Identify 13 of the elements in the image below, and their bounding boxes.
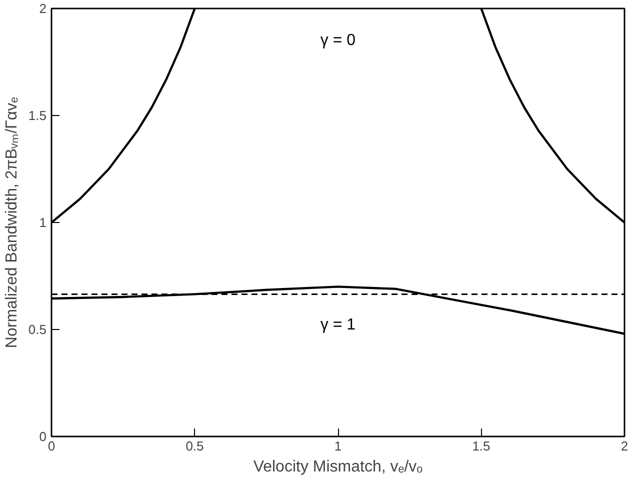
annotation: γ = 1 (320, 316, 356, 334)
x-tick-label: 0.5 (186, 438, 204, 454)
y-axis-title: Normalized Bandwidth, 2πBᵥₘ/Γαvₑ (3, 96, 20, 348)
y-tick-label: 0 (39, 429, 47, 444)
y-tick-label: 0.5 (28, 322, 47, 337)
x-tick-label: 1 (334, 438, 342, 454)
x-tick-label: 1.5 (472, 438, 490, 454)
y-tick-label: 1.5 (28, 108, 47, 123)
x-axis-title: Velocity Mismatch, vₑ/vₒ (253, 458, 423, 476)
y-tick-label: 1 (39, 215, 47, 230)
y-tick-label: 2 (39, 1, 47, 16)
annotation: γ = 0 (320, 32, 356, 50)
x-tick-label: 2 (620, 438, 628, 454)
